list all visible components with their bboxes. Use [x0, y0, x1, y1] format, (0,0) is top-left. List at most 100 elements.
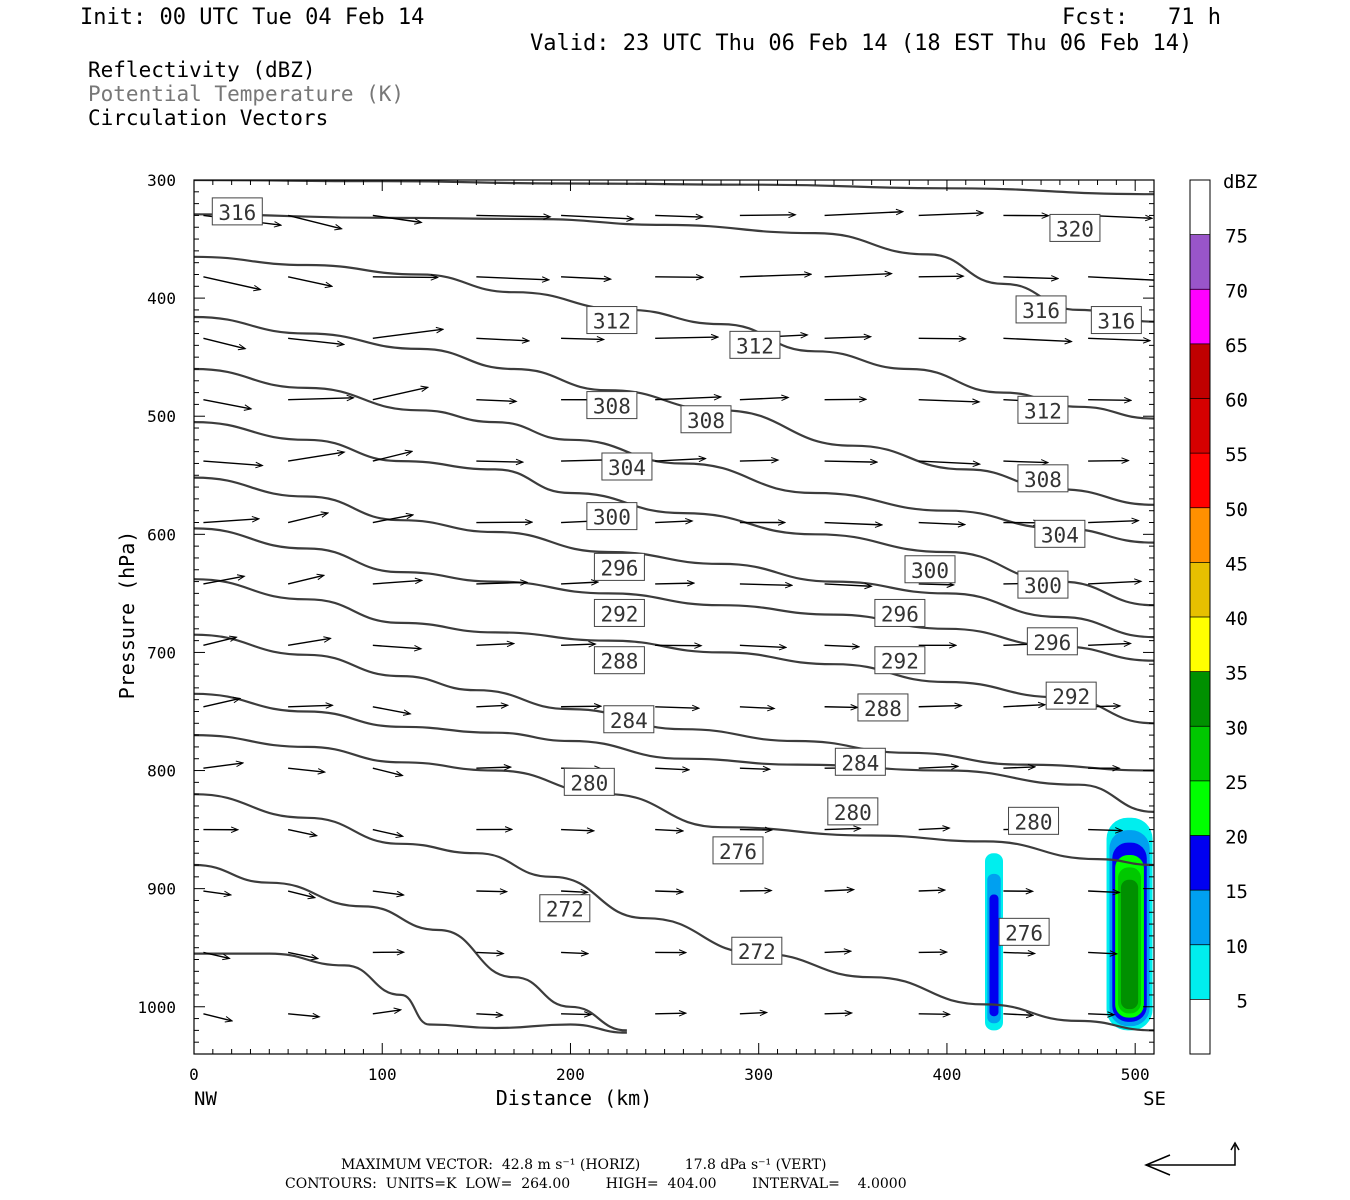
colorbar-label-40: 40: [1225, 608, 1248, 630]
x-tick-label-200: 200: [556, 1065, 585, 1084]
y-tick-label-800: 800: [147, 762, 176, 781]
theta-label-30: 272: [546, 898, 584, 922]
theta-label-5: 312: [736, 334, 774, 358]
circulation-vector: [1088, 830, 1121, 831]
colorbar-swatch-1: [1190, 944, 1210, 1000]
circulation-vector: [824, 523, 882, 525]
circulation-vector: [1003, 952, 1034, 953]
x-end-label-left: NW: [194, 1088, 217, 1110]
theta-label-box-18: [593, 598, 645, 627]
circulation-vector: [476, 1014, 502, 1015]
colorbar-title: dBZ: [1223, 171, 1257, 193]
y-tick-label-500: 500: [147, 407, 176, 426]
theta-label-box-10: [601, 452, 653, 481]
colorbar-label-55: 55: [1225, 444, 1248, 466]
circulation-vector: [288, 337, 343, 344]
circulation-vector: [918, 400, 979, 402]
circulation-vectors: [203, 212, 1154, 1021]
x-tick-label-300: 300: [744, 1065, 773, 1084]
theta-label-2: 316: [1022, 299, 1060, 323]
circulation-vector: [287, 951, 317, 958]
circulation-vector: [824, 212, 903, 217]
y-tick-label-400: 400: [147, 289, 176, 308]
circulation-vector: [918, 460, 979, 464]
circulation-vector: [203, 398, 250, 409]
field-label-theta: Potential Temperature (K): [88, 82, 405, 106]
field-label-reflectivity: Reflectivity (dBZ): [88, 58, 316, 82]
circulation-vector: [1088, 643, 1130, 645]
forecast-hour: Fcst: 71 h: [1062, 5, 1221, 30]
circulation-vector: [476, 705, 507, 706]
theta-label-22: 288: [864, 697, 902, 721]
colorbar-swatch-10: [1190, 453, 1210, 508]
circulation-vector: [655, 707, 698, 708]
circulation-vector: [655, 215, 702, 217]
circulation-vector: [372, 706, 410, 714]
circulation-vector: [824, 890, 854, 891]
theta-label-box-25: [563, 767, 615, 796]
circulation-vector: [824, 707, 857, 708]
circulation-vector: [739, 645, 786, 647]
circulation-vector: [655, 337, 717, 338]
colorbar-label-50: 50: [1225, 499, 1248, 521]
y-tick-label-600: 600: [147, 525, 176, 544]
circulation-vector: [824, 274, 891, 278]
x-tick-label-500: 500: [1121, 1065, 1150, 1084]
circulation-vector: [655, 583, 693, 584]
theta-label-box-15: [593, 552, 645, 581]
colorbar-swatch-15: [1190, 180, 1210, 235]
theta-label-29: 276: [1005, 921, 1043, 945]
theta-label-18: 292: [600, 602, 638, 626]
circulation-vector: [203, 1013, 231, 1021]
theta-contour-268: [194, 863, 627, 1032]
circulation-vector: [739, 397, 788, 399]
circulation-vector: [918, 766, 958, 768]
colorbar-swatch-12: [1190, 343, 1210, 399]
theta-label-box-0: [211, 197, 263, 226]
circulation-vector: [476, 644, 513, 646]
theta-label-11: 304: [1041, 523, 1079, 547]
colorbar-swatch-11: [1190, 398, 1210, 454]
x-tick-label-0: 0: [189, 1065, 199, 1084]
circulation-vector: [372, 515, 413, 524]
theta-contours: [194, 180, 1154, 1034]
y-axis-title: Pressure (hPa): [115, 531, 139, 700]
circulation-vector: [1003, 1014, 1032, 1015]
circulation-vector: [372, 580, 422, 585]
circulation-vector: [372, 277, 437, 278]
circulation-vector: [739, 1013, 766, 1014]
colorbar-swatch-14: [1190, 234, 1210, 290]
circulation-vector: [372, 214, 421, 222]
circulation-vector: [1088, 581, 1140, 584]
theta-label-13: 300: [911, 559, 949, 583]
theta-label-1: 320: [1056, 217, 1094, 241]
valid-time: Valid: 23 UTC Thu 06 Feb 14 (18 EST Thu …: [530, 31, 1193, 56]
theta-label-box-27: [1008, 806, 1060, 835]
y-tick-label-1000: 1000: [137, 998, 176, 1017]
circulation-vector: [655, 397, 720, 400]
colorbar-label-65: 65: [1225, 335, 1248, 357]
theta-label-26: 280: [834, 801, 872, 825]
circulation-vector: [203, 276, 259, 290]
circulation-vector: [561, 1014, 590, 1015]
theta-label-box-5: [729, 330, 781, 359]
reflectivity-cell-0-level-3: [989, 894, 999, 1017]
theta-label-9: 308: [1024, 468, 1062, 492]
circulation-vector: [561, 338, 603, 339]
theta-label-25: 280: [570, 771, 608, 795]
circulation-vector: [824, 584, 871, 586]
theta-label-box-3: [1090, 306, 1142, 335]
theta-label-14: 300: [1024, 574, 1062, 598]
theta-contour-292: [194, 527, 1154, 662]
circulation-vector: [1003, 461, 1047, 462]
circulation-vector: [918, 584, 953, 585]
circulation-vector: [561, 214, 633, 219]
theta-label-12: 300: [593, 506, 631, 530]
theta-label-31: 272: [738, 940, 776, 964]
theta-label-box-28: [712, 836, 764, 865]
max-vector-note: MAXIMUM VECTOR: 42.8 m s⁻¹ (HORIZ) 17.8 …: [341, 1157, 827, 1173]
theta-label-box-19: [874, 646, 926, 675]
theta-label-box-31: [731, 936, 783, 965]
circulation-vector: [287, 513, 327, 524]
